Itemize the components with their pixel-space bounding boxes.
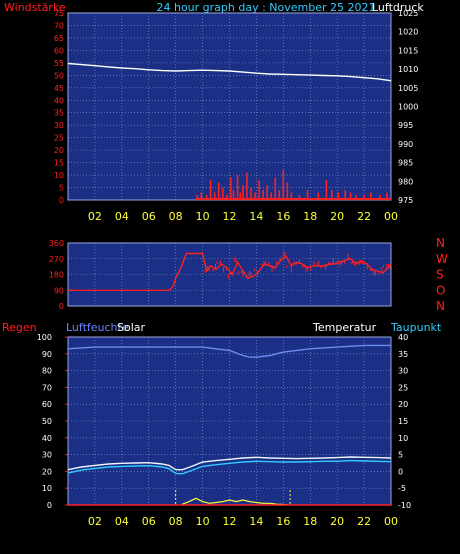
pressure-axis-tick: 980 [398, 177, 413, 186]
pressure-axis-tick: 1010 [398, 65, 418, 74]
pressure-axis-tick: 990 [398, 140, 413, 149]
humidity-axis-tick: 30 [42, 451, 52, 460]
solar-line [182, 497, 289, 506]
x-tick-label: 06 [142, 210, 156, 223]
pressure-axis-tick: 1015 [398, 46, 418, 55]
wind-axis-tick: 55 [54, 59, 64, 68]
x-tick-label: 12 [223, 210, 237, 223]
dewpoint-line [67, 459, 392, 475]
graph-title: 24 hour graph day : November 25 2021 [156, 1, 375, 14]
temperature-axis-tick: 5 [398, 451, 403, 460]
wind-axis-tick: 50 [54, 71, 64, 80]
luftfeuchte-label: Luftfeuchte [66, 321, 129, 334]
temperatur-label: Temperatur [312, 321, 377, 334]
humidity-axis-tick: 80 [42, 367, 52, 376]
direction-compass-label: N [436, 236, 445, 250]
direction-axis-tick: 180 [49, 271, 64, 280]
wind-axis-tick: 5 [59, 184, 64, 193]
x-tick-label: 20 [330, 515, 344, 528]
humidity-axis-tick: 50 [42, 417, 52, 426]
wind-axis-tick: 35 [54, 109, 64, 118]
wind-axis-tick: 20 [54, 146, 64, 155]
direction-axis-tick: 0 [59, 302, 64, 311]
taupunkt-label: Taupunkt [390, 321, 442, 334]
x-tick-label: 14 [249, 210, 263, 223]
x-tick-label: 16 [276, 210, 290, 223]
x-tick-label: 22 [357, 515, 371, 528]
x-tick-label: 00 [384, 210, 398, 223]
humidity-axis-tick: 70 [42, 383, 52, 392]
x-tick-label: 14 [249, 515, 263, 528]
x-tick-label: 08 [169, 515, 183, 528]
x-tick-label: 12 [223, 515, 237, 528]
wind-axis-tick: 30 [54, 121, 64, 130]
pressure-line [67, 62, 392, 82]
pressure-axis-tick: 1025 [398, 9, 418, 18]
temperature-axis-tick: 10 [398, 434, 408, 443]
wind-axis-tick: 70 [54, 21, 64, 30]
wind-axis-tick: 60 [54, 46, 64, 55]
pressure-axis-tick: 975 [398, 196, 413, 205]
humidity-axis-tick: 20 [42, 467, 52, 476]
temperature-axis-tick: 40 [398, 333, 408, 342]
wind-axis-tick: 65 [54, 34, 64, 43]
wind-axis-tick: 45 [54, 84, 64, 93]
humidity-axis-tick: 100 [37, 333, 52, 342]
x-tick-label: 10 [196, 515, 210, 528]
direction-compass-label: O [436, 283, 445, 297]
regen-label: Regen [2, 321, 37, 334]
x-tick-label: 08 [169, 210, 183, 223]
x-tick-label: 06 [142, 515, 156, 528]
direction-axis-tick: 360 [49, 239, 64, 248]
temperature-axis-tick: 0 [398, 467, 403, 476]
temperature-axis-tick: 20 [398, 400, 408, 409]
x-tick-label: 04 [115, 515, 129, 528]
humidity-axis-tick: 60 [42, 400, 52, 409]
pressure-axis-tick: 1005 [398, 84, 418, 93]
x-tick-label: 02 [88, 210, 102, 223]
x-tick-label: 00 [384, 515, 398, 528]
wind-axis-tick: 0 [59, 196, 64, 205]
wind-axis-tick: 10 [54, 171, 64, 180]
wind-axis-tick: 25 [54, 134, 64, 143]
temperature-axis-tick: 30 [398, 367, 408, 376]
x-tick-label: 10 [196, 210, 210, 223]
wind-axis-tick: 40 [54, 96, 64, 105]
temperature-axis-tick: 25 [398, 383, 408, 392]
x-tick-label: 20 [330, 210, 344, 223]
pressure-axis-tick: 995 [398, 121, 413, 130]
direction-compass-label: S [436, 268, 444, 282]
x-tick-label: 02 [88, 515, 102, 528]
direction-compass-label: N [436, 299, 445, 313]
humidity-line [67, 344, 391, 358]
humidity-axis-tick: 10 [42, 484, 52, 493]
pressure-axis-tick: 1020 [398, 28, 418, 37]
direction-compass-label: W [436, 252, 448, 266]
humidity-axis-tick: 0 [47, 501, 52, 510]
temperature-axis-tick: 15 [398, 417, 408, 426]
direction-axis-tick: 270 [49, 255, 64, 264]
humidity-axis-tick: 90 [42, 350, 52, 359]
pressure-axis-tick: 1000 [398, 103, 418, 112]
temperature-axis-tick: -5 [398, 484, 406, 493]
x-tick-label: 04 [115, 210, 129, 223]
temperature-line [67, 456, 392, 471]
direction-axis-tick: 90 [54, 286, 64, 295]
x-tick-label: 22 [357, 210, 371, 223]
humidity-axis-tick: 40 [42, 434, 52, 443]
x-tick-label: 18 [303, 210, 317, 223]
temperature-axis-tick: 35 [398, 350, 408, 359]
x-tick-label: 16 [276, 515, 290, 528]
solar-label: Solar [117, 321, 146, 334]
windstaerke-label: Windstärke [4, 1, 66, 14]
wind-axis-tick: 75 [54, 9, 64, 18]
wind-axis-tick: 15 [54, 159, 64, 168]
pressure-axis-tick: 985 [398, 159, 413, 168]
luftdruck-label: Luftdruck [372, 1, 424, 14]
temperature-axis-tick: -10 [398, 501, 411, 510]
x-tick-label: 18 [303, 515, 317, 528]
panel2-plot-area [67, 242, 392, 307]
